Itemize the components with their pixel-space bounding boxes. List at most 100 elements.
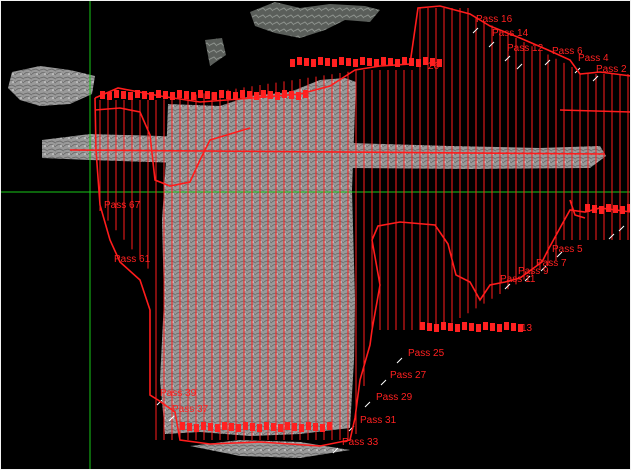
label-glyph-cluster: [360, 57, 365, 65]
label-glyph-cluster: [156, 90, 161, 98]
label-glyph-cluster: [497, 324, 502, 332]
label-glyph-cluster: [303, 90, 308, 98]
label-glyph-cluster: [620, 206, 625, 214]
imagery-bottom-scrap: [190, 440, 350, 458]
label-glyph-cluster: [236, 424, 241, 432]
pass-label-11[interactable]: Pass 11: [500, 274, 536, 285]
boundary-left: [94, 97, 631, 447]
label-glyph-cluster: [194, 424, 199, 432]
label-glyph-cluster: [311, 59, 316, 67]
pass-label-12[interactable]: Pass 12: [507, 43, 544, 54]
track-end-marker: [516, 63, 523, 70]
label-glyph-cluster: [437, 59, 442, 67]
track-end-marker: [156, 399, 163, 406]
boundary-top: [94, 5, 631, 103]
pass-label-29[interactable]: Pass 29: [376, 392, 413, 403]
label-glyph-cluster: [163, 91, 168, 99]
pass-label-31[interactable]: Pass 31: [360, 415, 397, 426]
label-glyph-cluster: [198, 90, 203, 98]
pass-label-2[interactable]: Pass 2: [596, 64, 627, 75]
pass-label-61[interactable]: Pass 61: [114, 254, 151, 265]
label-glyph-cluster: [222, 422, 227, 430]
label-glyph-cluster: [275, 92, 280, 100]
track-end-marker: [556, 251, 563, 258]
pass-label-14[interactable]: Pass 14: [492, 28, 529, 39]
label-glyph-cluster: [170, 92, 175, 100]
label-glyph-cluster: [388, 58, 393, 66]
island-top: [250, 2, 380, 38]
track-end-marker: [504, 55, 511, 62]
label-glyph-cluster: [278, 424, 283, 432]
label-glyph-cluster: [332, 59, 337, 67]
track-end-marker: [168, 415, 175, 422]
label-glyph-cluster: [490, 323, 495, 331]
traverse-line: [69, 149, 606, 155]
label-clusters: [100, 57, 631, 432]
label-glyph-cluster: [483, 322, 488, 330]
label-glyph-cluster: [420, 322, 425, 330]
label-glyph-cluster: [374, 59, 379, 67]
label-glyph-cluster: [476, 324, 481, 332]
boundary-right-small: [569, 199, 586, 219]
track-end-marker: [472, 27, 479, 34]
label-glyph-cluster: [627, 204, 631, 212]
label-glyph-cluster: [187, 423, 192, 431]
pass-label-25[interactable]: Pass 25: [408, 348, 445, 359]
label-glyph-cluster: [599, 206, 604, 214]
track-end-marker: [618, 225, 625, 232]
pass-label-5[interactable]: Pass 5: [552, 244, 583, 255]
label-glyph-cluster: [264, 422, 269, 430]
label-glyph-cluster: [100, 91, 105, 99]
label-glyph-cluster: [395, 59, 400, 67]
pass-label-33[interactable]: Pass 33: [342, 437, 379, 448]
pass-label-9[interactable]: Pass 9: [518, 266, 549, 277]
label-glyph-cluster: [149, 92, 154, 100]
label-glyph-cluster: [606, 204, 611, 212]
label-glyph-cluster: [292, 423, 297, 431]
pass-label-27[interactable]: Pass 27: [390, 370, 427, 381]
label-glyph-cluster: [243, 422, 248, 430]
label-glyph-cluster: [121, 91, 126, 99]
label-glyph-cluster: [177, 90, 182, 98]
label-glyph-cluster: [201, 422, 206, 430]
label-glyph-cluster: [250, 423, 255, 431]
pass-label-37[interactable]: Pass 37: [172, 404, 209, 415]
label-glyph-cluster: [219, 90, 224, 98]
label-glyph-cluster: [285, 422, 290, 430]
label-glyph-cluster: [142, 91, 147, 99]
label-glyph-cluster: [215, 424, 220, 432]
pass-label-13[interactable]: 13: [521, 323, 533, 334]
pass-labels: Pass 16 Pass 14 Pass 12 Pass 6 Pass 4 Pa…: [104, 14, 627, 448]
label-glyph-cluster: [585, 204, 590, 212]
imagery-main-block: [160, 78, 356, 436]
pass-label-6[interactable]: Pass 6: [552, 46, 583, 57]
label-glyph-cluster: [320, 424, 325, 432]
island-left: [8, 66, 95, 106]
label-glyph-cluster: [511, 323, 516, 331]
label-glyph-cluster: [268, 91, 273, 99]
label-glyph-cluster: [409, 58, 414, 66]
pass-label-67[interactable]: Pass 67: [104, 200, 141, 211]
track-end-marker: [592, 75, 599, 82]
label-glyph-cluster: [430, 58, 435, 66]
pass-label-7[interactable]: Pass 7: [536, 258, 567, 269]
label-glyph-cluster: [180, 422, 185, 430]
label-glyph-cluster: [318, 57, 323, 65]
pass-label-39[interactable]: Pass 39: [160, 388, 197, 399]
label-glyph-cluster: [306, 422, 311, 430]
pass-label-26[interactable]: 26: [428, 61, 440, 72]
label-glyph-cluster: [518, 324, 523, 332]
pass-label-4[interactable]: Pass 4: [578, 53, 609, 64]
label-glyph-cluster: [504, 322, 509, 330]
label-glyph-cluster: [107, 92, 112, 100]
track-end-marker: [380, 379, 387, 386]
label-glyph-cluster: [208, 423, 213, 431]
track-end-marker: [544, 59, 551, 66]
track-end-marker: [524, 275, 531, 282]
pass-label-16[interactable]: Pass 16: [476, 14, 513, 25]
label-glyph-cluster: [205, 91, 210, 99]
label-glyph-cluster: [233, 92, 238, 100]
label-glyph-cluster: [226, 91, 231, 99]
